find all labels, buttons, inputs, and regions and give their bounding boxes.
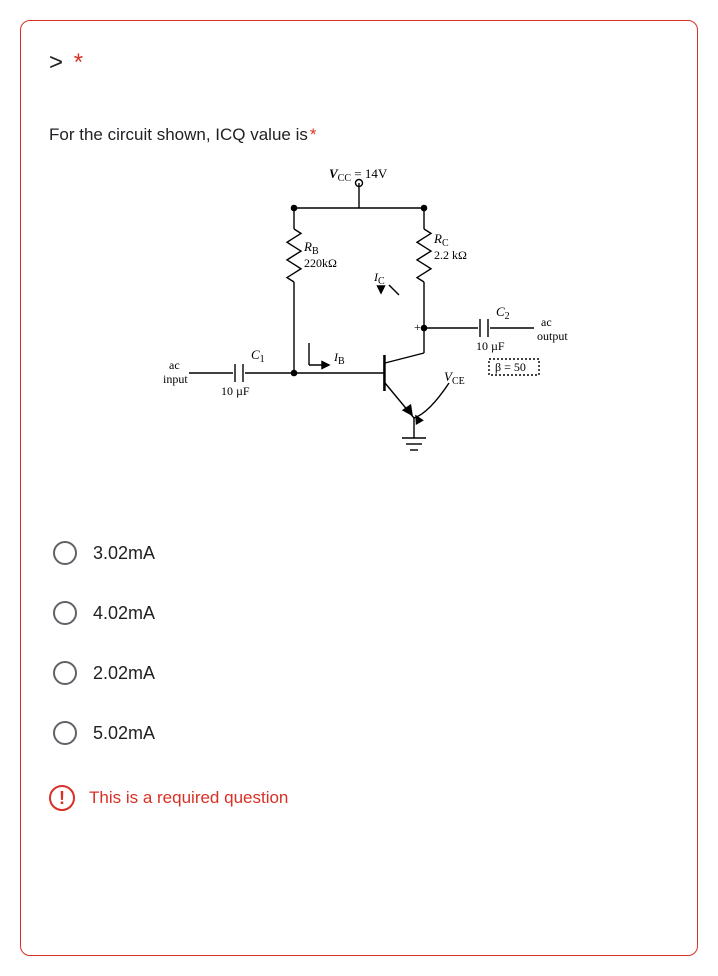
question-prompt: For the circuit shown, ICQ value is* bbox=[49, 125, 669, 145]
svg-text:10 µF: 10 µF bbox=[221, 384, 250, 398]
question-number: > * bbox=[49, 49, 669, 77]
svg-text:output: output bbox=[537, 329, 568, 343]
svg-text:ac: ac bbox=[541, 315, 552, 329]
options-group: 3.02mA 4.02mA 2.02mA 5.02mA bbox=[49, 523, 669, 763]
radio-icon[interactable] bbox=[53, 721, 77, 745]
option-label: 4.02mA bbox=[93, 603, 155, 624]
svg-text:IC: IC bbox=[373, 270, 385, 287]
svg-text:C2: C2 bbox=[496, 304, 510, 322]
svg-text:2.2 kΩ: 2.2 kΩ bbox=[434, 248, 467, 262]
error-text: This is a required question bbox=[89, 788, 288, 808]
radio-icon[interactable] bbox=[53, 661, 77, 685]
option-row[interactable]: 3.02mA bbox=[49, 523, 669, 583]
svg-text:RB: RB bbox=[303, 239, 319, 257]
error-glyph: ! bbox=[59, 788, 65, 809]
svg-text:VCE: VCE bbox=[444, 369, 465, 387]
error-message: ! This is a required question bbox=[49, 785, 669, 811]
required-asterisk: * bbox=[310, 125, 317, 144]
radio-icon[interactable] bbox=[53, 541, 77, 565]
svg-text:VCC = 14V: VCC = 14V bbox=[329, 166, 388, 184]
prompt-text: For the circuit shown, ICQ value is bbox=[49, 125, 308, 144]
svg-text:ac: ac bbox=[169, 358, 180, 372]
svg-text:input: input bbox=[163, 372, 188, 386]
circuit-diagram-container: + VCC = 14V RB220kΩ RC2.2 kΩ IC IB C1 10 µF C2 10… bbox=[49, 163, 669, 463]
error-icon: ! bbox=[49, 785, 75, 811]
svg-text:10 µF: 10 µF bbox=[476, 339, 505, 353]
svg-text:IB: IB bbox=[333, 350, 345, 367]
option-row[interactable]: 2.02mA bbox=[49, 643, 669, 703]
option-label: 3.02mA bbox=[93, 543, 155, 564]
question-number-text: > bbox=[49, 49, 63, 76]
required-asterisk: * bbox=[74, 49, 83, 76]
option-label: 2.02mA bbox=[93, 663, 155, 684]
svg-text:β = 50: β = 50 bbox=[495, 360, 526, 374]
question-card: > * For the circuit shown, ICQ value is*… bbox=[20, 20, 698, 956]
circuit-diagram: + VCC = 14V RB220kΩ RC2.2 kΩ IC IB C1 10 µF C2 10… bbox=[129, 163, 589, 463]
svg-text:+: + bbox=[414, 320, 421, 334]
option-row[interactable]: 4.02mA bbox=[49, 583, 669, 643]
radio-icon[interactable] bbox=[53, 601, 77, 625]
svg-text:RC: RC bbox=[433, 231, 449, 249]
svg-text:C1: C1 bbox=[251, 347, 265, 365]
option-row[interactable]: 5.02mA bbox=[49, 703, 669, 763]
svg-text:220kΩ: 220kΩ bbox=[304, 256, 337, 270]
option-label: 5.02mA bbox=[93, 723, 155, 744]
